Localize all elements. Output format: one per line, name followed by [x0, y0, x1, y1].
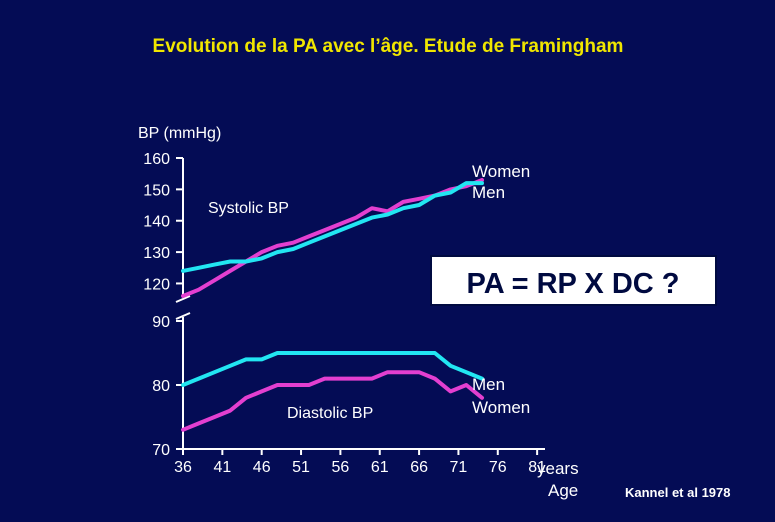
x-tick-label: 76 — [489, 459, 507, 476]
y-axis-label: BP (mmHg) — [138, 125, 221, 142]
tick-labels: 120 130 140 150 160 70 80 90 36 41 46 51 56 61 66 71 76 8… — [143, 151, 546, 476]
x-tick-label: 66 — [410, 459, 428, 476]
y-tick-label-upper: 150 — [143, 182, 170, 199]
equation-box — [430, 255, 717, 306]
panel-label-diastolic: Diastolic BP — [287, 405, 373, 422]
x-tick-label: 81 — [528, 459, 546, 476]
x-axis-label-years: years — [537, 459, 579, 478]
legend-diastolic-women: Women — [472, 398, 530, 417]
x-tick-label: 61 — [371, 459, 389, 476]
slide-title: Evolution de la PA avec l’âge. Etude de … — [153, 36, 624, 57]
legend-systolic-men: Men — [472, 183, 505, 202]
y-tick-label-upper: 160 — [143, 151, 170, 168]
citation: Kannel et al 1978 — [625, 485, 731, 500]
x-axis-label-age: Age — [548, 481, 578, 500]
legend-systolic-women: Women — [472, 162, 530, 181]
y-tick-label-upper: 120 — [143, 276, 170, 293]
series-lines — [181, 178, 484, 432]
x-tick-label: 46 — [253, 459, 271, 476]
series-line-systolic-men — [181, 181, 484, 273]
series-line-diastolic-men — [181, 351, 484, 387]
axes — [175, 157, 545, 455]
x-tick-label: 71 — [450, 459, 468, 476]
x-tick-label: 36 — [174, 459, 192, 476]
x-tick-label: 41 — [213, 459, 231, 476]
axis-break-mark — [175, 312, 191, 320]
x-tick-label: 51 — [292, 459, 310, 476]
y-tick-label-upper: 140 — [143, 214, 170, 231]
x-tick-label: 56 — [331, 459, 349, 476]
y-tick-label-lower: 70 — [152, 442, 170, 459]
y-tick-label-upper: 130 — [143, 245, 170, 262]
legend-diastolic-men: Men — [472, 375, 505, 394]
equation-text: PA = RP X DC ? — [467, 268, 680, 300]
y-tick-label-lower: 90 — [152, 314, 170, 331]
y-tick-label-lower: 80 — [152, 378, 170, 395]
series-line-diastolic-women — [181, 370, 484, 432]
axis-break-mark — [175, 295, 191, 303]
panel-label-systolic: Systolic BP — [208, 200, 289, 217]
